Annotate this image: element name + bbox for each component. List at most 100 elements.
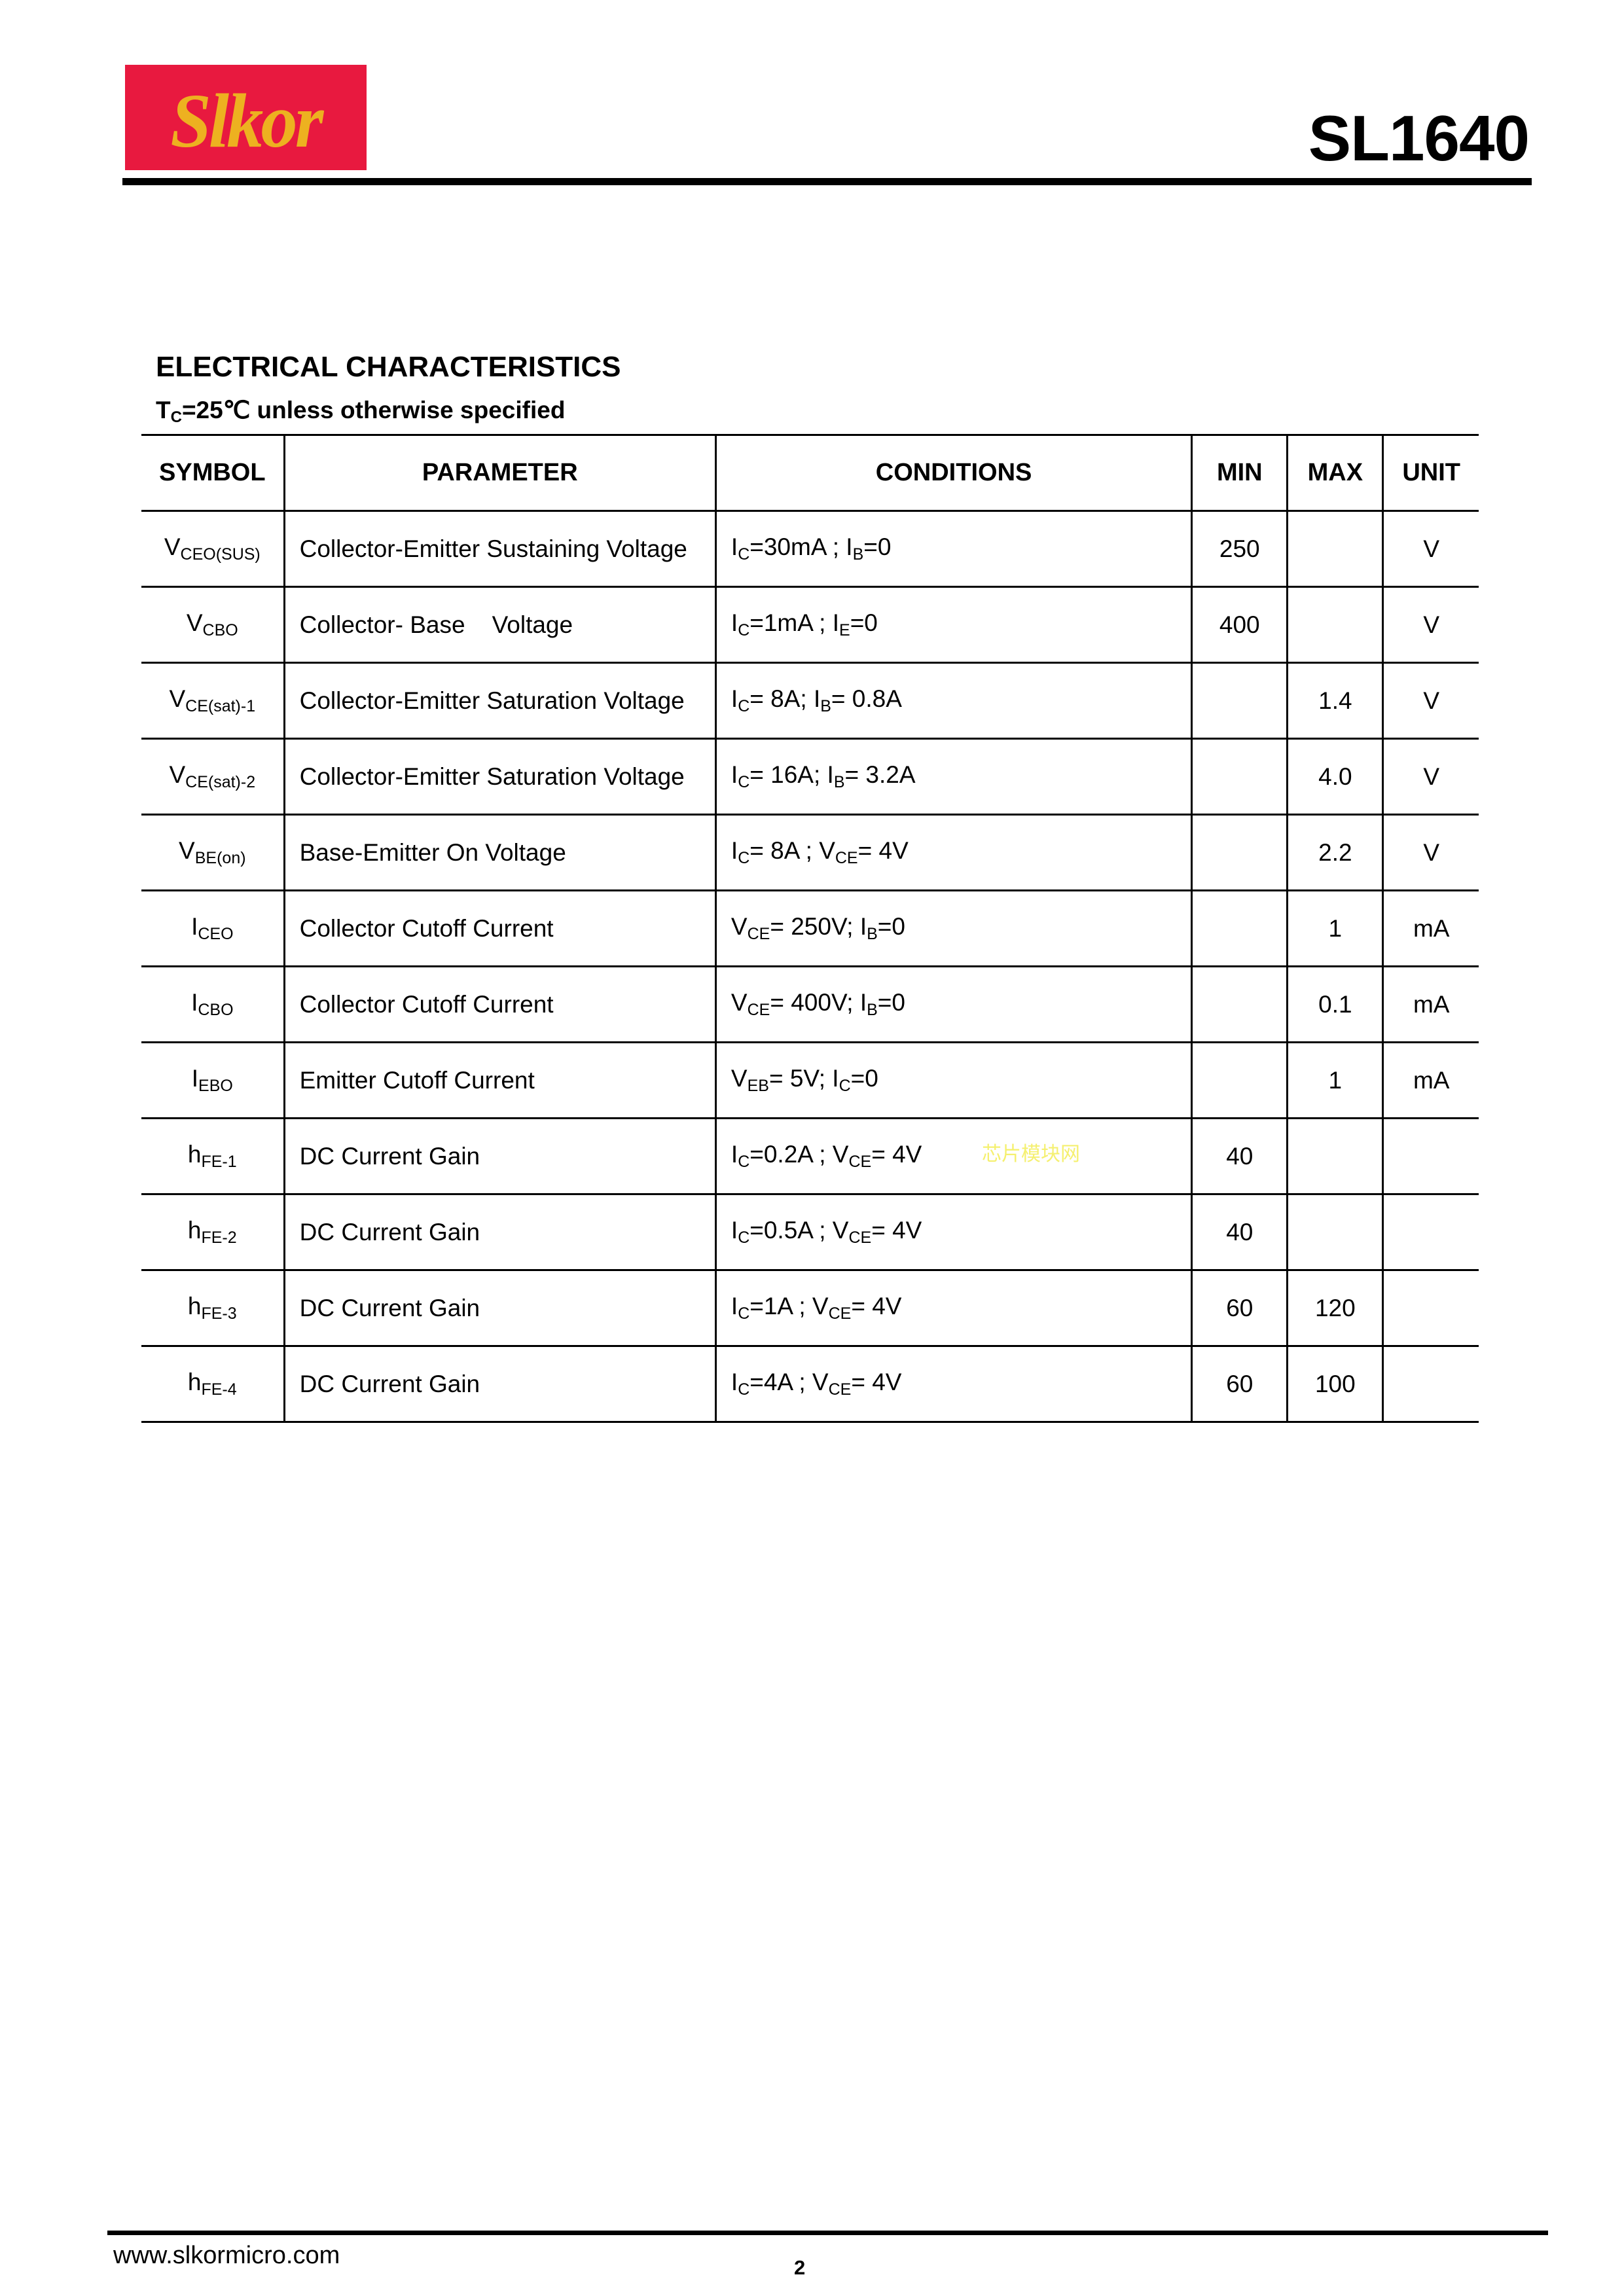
condition-text: I bbox=[731, 837, 738, 864]
condition-text: =0.2A ; V bbox=[749, 1141, 849, 1168]
condition-text: =1A ; V bbox=[749, 1293, 829, 1319]
section-title: ELECTRICAL CHARACTERISTICS bbox=[156, 351, 621, 383]
table-row: VCE(sat)-2 Collector-Emitter Saturation V… bbox=[141, 738, 1479, 816]
max-cell bbox=[1286, 586, 1383, 664]
watermark: 芯片模块网 bbox=[982, 1143, 1080, 1166]
table-row: hFE-3 DC Current Gain IC=1A ; VCE= 4V 60 120 bbox=[141, 1269, 1479, 1347]
header-parameter: PARAMETER bbox=[283, 434, 716, 512]
symbol-subscript: CE(sat)-1 bbox=[185, 697, 256, 715]
header-min: MIN bbox=[1191, 434, 1288, 512]
condition-subscript: CE bbox=[747, 925, 770, 943]
condition-subscript: CE bbox=[848, 1229, 872, 1247]
min-cell bbox=[1191, 738, 1288, 816]
symbol-subscript: FE-4 bbox=[201, 1380, 237, 1399]
symbol-subscript: CEO bbox=[198, 925, 234, 943]
symbol-text: V bbox=[169, 761, 186, 788]
condition-text: = 5V; I bbox=[768, 1065, 839, 1092]
symbol-subscript: EBO bbox=[198, 1077, 233, 1095]
symbol-text: h bbox=[187, 1293, 202, 1319]
symbol-cell: VCBO bbox=[141, 586, 285, 664]
condition-subscript: C bbox=[738, 1304, 750, 1323]
footer-rule bbox=[107, 2231, 1548, 2235]
min-cell bbox=[1191, 965, 1288, 1043]
condition-subscript: B bbox=[852, 545, 864, 564]
symbol-text: I bbox=[191, 1065, 199, 1092]
min-cell: 60 bbox=[1191, 1269, 1288, 1347]
condition-subscript: CE bbox=[828, 1304, 852, 1323]
table-row: VCEO(SUS) Collector-Emitter Sustaining Vo… bbox=[141, 510, 1479, 588]
condition-subscript: B bbox=[833, 773, 845, 791]
condition-text: I bbox=[731, 533, 738, 560]
symbol-cell: VCE(sat)-1 bbox=[141, 662, 285, 740]
condition-text: = 4V bbox=[851, 1369, 902, 1395]
conditions-cell: IC=1mA ; IE=0 bbox=[714, 586, 1192, 664]
condition-text: =0 bbox=[850, 609, 878, 636]
symbol-text: V bbox=[179, 837, 195, 864]
conditions-cell: VCE= 250V; IB=0 bbox=[714, 889, 1192, 967]
condition-text: =0 bbox=[877, 913, 905, 940]
page-number: 2 bbox=[794, 2256, 806, 2279]
condition-subscript: C bbox=[738, 1153, 750, 1171]
parameter-cell: Collector-Emitter Sustaining Voltage bbox=[283, 510, 716, 588]
symbol-cell: VBE(on) bbox=[141, 814, 285, 891]
condition-subscript: C bbox=[738, 1229, 750, 1247]
min-cell bbox=[1191, 662, 1288, 740]
min-cell: 400 bbox=[1191, 586, 1288, 664]
max-cell: 2.2 bbox=[1286, 814, 1383, 891]
condition-text: =0 bbox=[863, 533, 892, 560]
unit-cell bbox=[1382, 1345, 1479, 1423]
condition-subscript: E bbox=[839, 621, 850, 639]
symbol-text: V bbox=[164, 533, 181, 560]
header-symbol: SYMBOL bbox=[141, 434, 285, 512]
condition-text: = 0.8A bbox=[831, 685, 902, 712]
unit-cell: mA bbox=[1382, 889, 1479, 967]
parameter-cell: Collector-Emitter Saturation Voltage bbox=[283, 662, 716, 740]
condition-text: =0.5A ; V bbox=[749, 1217, 849, 1244]
symbol-text: V bbox=[169, 685, 186, 712]
unit-cell: V bbox=[1382, 662, 1479, 740]
table-row: VCBO Collector- Base Voltage IC=1mA ; IE=0… bbox=[141, 586, 1479, 664]
condition-text: = 3.2A bbox=[844, 761, 916, 788]
condition-text: = 4V bbox=[871, 1141, 922, 1168]
conditions-cell: VEB= 5V; IC=0 bbox=[714, 1041, 1192, 1119]
condition-text: =0 bbox=[877, 989, 905, 1016]
symbol-cell: hFE-3 bbox=[141, 1269, 285, 1347]
symbol-subscript: BE(on) bbox=[194, 849, 246, 867]
parameter-cell: DC Current Gain bbox=[283, 1117, 716, 1195]
footer-url[interactable]: www.slkormicro.com bbox=[113, 2242, 340, 2269]
slkor-logo: Slkor bbox=[125, 65, 367, 170]
condition-subscript: CE bbox=[835, 849, 858, 867]
min-cell: 250 bbox=[1191, 510, 1288, 588]
condition-text: =25℃ unless otherwise specified bbox=[181, 397, 566, 423]
condition-text: V bbox=[731, 1065, 748, 1092]
symbol-cell: VCE(sat)-2 bbox=[141, 738, 285, 816]
unit-cell bbox=[1382, 1269, 1479, 1347]
condition-text: =4A ; V bbox=[749, 1369, 829, 1395]
unit-cell: V bbox=[1382, 510, 1479, 588]
condition-subscript: C bbox=[738, 1380, 750, 1399]
table-row: IEBO Emitter Cutoff Current VEB= 5V; IC=0 1… bbox=[141, 1041, 1479, 1119]
condition-subscript: C bbox=[839, 1077, 851, 1095]
min-cell bbox=[1191, 889, 1288, 967]
parameter-cell: DC Current Gain bbox=[283, 1269, 716, 1347]
unit-cell: mA bbox=[1382, 1041, 1479, 1119]
condition-subscript: C bbox=[738, 849, 750, 867]
symbol-subscript: FE-3 bbox=[201, 1304, 237, 1323]
header-rule bbox=[122, 178, 1532, 185]
min-cell bbox=[1191, 1041, 1288, 1119]
max-cell: 120 bbox=[1286, 1269, 1383, 1347]
condition-text: = 4V bbox=[857, 837, 909, 864]
symbol-cell: VCEO(SUS) bbox=[141, 510, 285, 588]
condition-text: I bbox=[731, 1369, 738, 1395]
parameter-cell: DC Current Gain bbox=[283, 1193, 716, 1271]
parameter-cell: DC Current Gain bbox=[283, 1345, 716, 1423]
conditions-cell: IC= 8A; IB= 0.8A bbox=[714, 662, 1192, 740]
condition-subscript: CE bbox=[828, 1380, 852, 1399]
table-row: hFE-1 DC Current Gain IC=0.2A ; VCE= 4V 40 bbox=[141, 1117, 1479, 1195]
condition-text: I bbox=[731, 685, 738, 712]
condition-subscript: C bbox=[170, 408, 182, 426]
symbol-subscript: FE-2 bbox=[201, 1229, 237, 1247]
electrical-characteristics-table: SYMBOL PARAMETER CONDITIONS MIN MAX UNIT… bbox=[141, 434, 1479, 1423]
condition-text: = 4V bbox=[871, 1217, 922, 1244]
max-cell bbox=[1286, 1117, 1383, 1195]
